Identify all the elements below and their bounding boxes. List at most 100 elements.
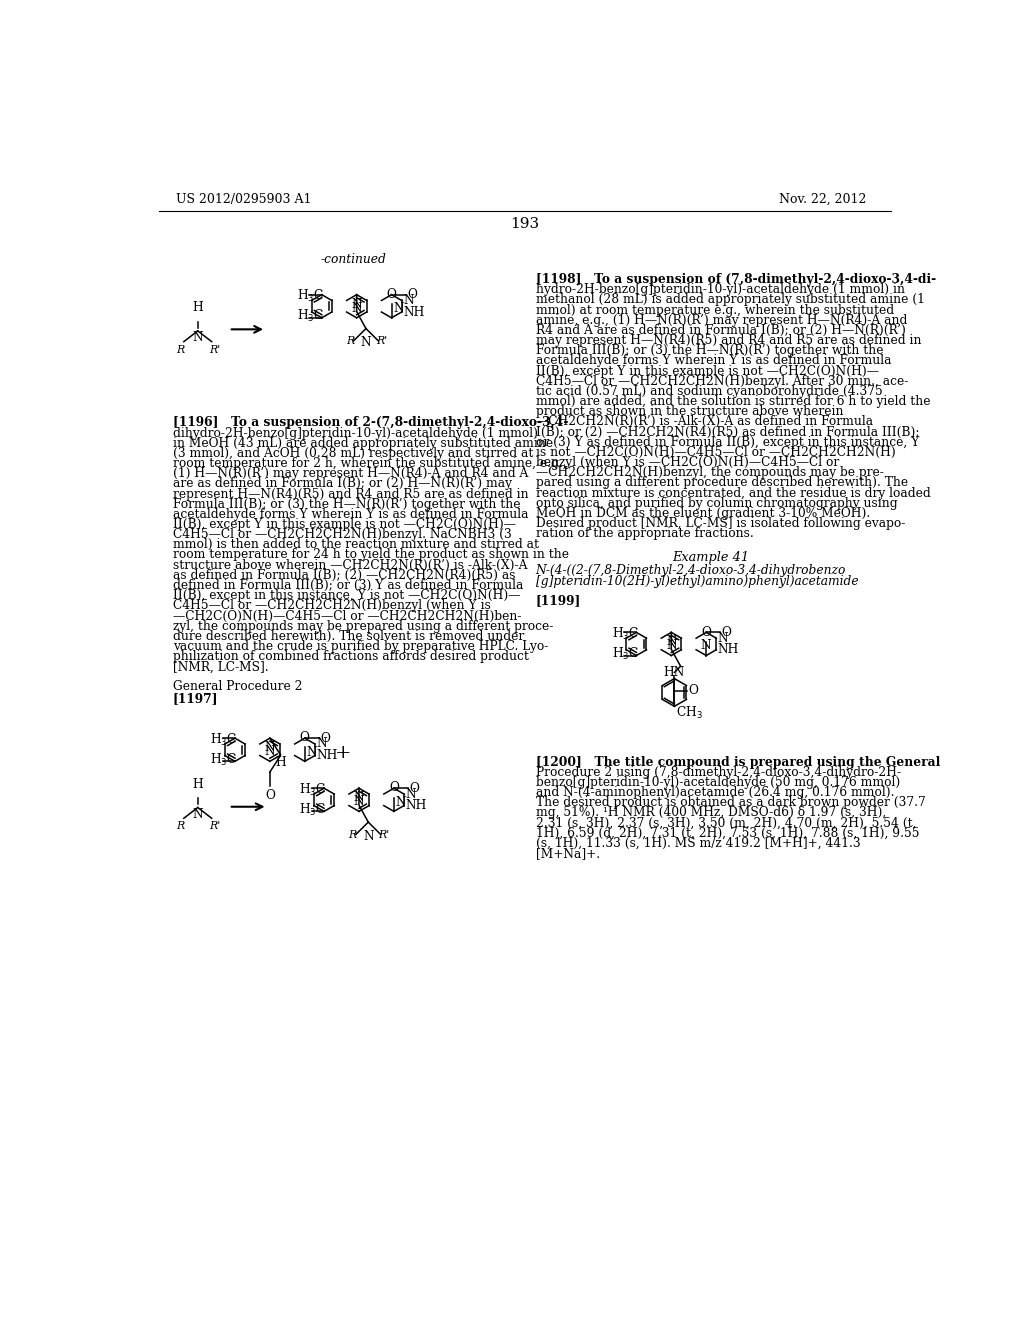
Text: O: O bbox=[321, 731, 330, 744]
Text: structure above wherein —CH2CH2N(R)(R’) is -Alk-(X)-A: structure above wherein —CH2CH2N(R)(R’) … bbox=[173, 558, 527, 572]
Text: room temperature for 2 h, wherein the substituted amine, e.g.,: room temperature for 2 h, wherein the su… bbox=[173, 457, 566, 470]
Text: pared using a different procedure described herewith). The: pared using a different procedure descri… bbox=[536, 477, 907, 490]
Text: Formula III(B); or (3) the H—N(R)(R’) together with the: Formula III(B); or (3) the H—N(R)(R’) to… bbox=[536, 345, 883, 358]
Text: The desired product is obtained as a dark brown powder (37.7: The desired product is obtained as a dar… bbox=[536, 796, 926, 809]
Text: N: N bbox=[316, 738, 327, 751]
Text: R: R bbox=[176, 821, 184, 832]
Text: 193: 193 bbox=[510, 216, 540, 231]
Text: N: N bbox=[353, 795, 365, 808]
Text: O: O bbox=[688, 685, 698, 697]
Text: is not —CH2C(O)N(H)—C4H5—Cl or —CH2CH2CH2N(H): is not —CH2C(O)N(H)—C4H5—Cl or —CH2CH2CH… bbox=[536, 446, 895, 459]
Text: 1H), 6.59 (d, 2H), 7.31 (t, 2H), 7.53 (s, 1H), 7.88 (s, 1H), 9.55: 1H), 6.59 (d, 2H), 7.31 (t, 2H), 7.53 (s… bbox=[536, 826, 920, 840]
Text: [1198]   To a suspension of (7,8-dimethyl-2,4-dioxo-3,4-di-: [1198] To a suspension of (7,8-dimethyl-… bbox=[536, 273, 936, 286]
Text: O: O bbox=[300, 731, 309, 744]
Text: amine, e.g., (1) H—N(R)(R’) may represent H—N(R4)-A and: amine, e.g., (1) H—N(R)(R’) may represen… bbox=[536, 314, 907, 327]
Text: O: O bbox=[408, 288, 417, 301]
Text: R': R' bbox=[378, 829, 389, 840]
Text: H$_3$C: H$_3$C bbox=[299, 781, 327, 797]
Text: US 2012/0295903 A1: US 2012/0295903 A1 bbox=[176, 193, 311, 206]
Text: —CH2CH2CH2N(H)benzyl, the compounds may be pre-: —CH2CH2CH2N(H)benzyl, the compounds may … bbox=[536, 466, 884, 479]
Text: —CH2CH2N(R)(R’) is -Alk-(X)-A as defined in Formula: —CH2CH2N(R)(R’) is -Alk-(X)-A as defined… bbox=[536, 416, 872, 429]
Text: II(B), except in this instance, Y is not —CH2C(O)N(H)—: II(B), except in this instance, Y is not… bbox=[173, 589, 520, 602]
Text: or (3) Y as defined in Formula II(B), except in this instance, Y: or (3) Y as defined in Formula II(B), ex… bbox=[536, 436, 919, 449]
Text: mmol) at room temperature e.g., wherein the substituted: mmol) at room temperature e.g., wherein … bbox=[536, 304, 894, 317]
Text: benzo[g]pteridin-10-yl)-acetaldehyde (50 mg, 0.176 mmol): benzo[g]pteridin-10-yl)-acetaldehyde (50… bbox=[536, 776, 900, 789]
Text: (s, 1H), 11.33 (s, 1H). MS m/z 419.2 [M+H]+, 441.3: (s, 1H), 11.33 (s, 1H). MS m/z 419.2 [M+… bbox=[536, 837, 860, 850]
Text: represent H—N(R4)(R5) and R4 and R5 are as defined in: represent H—N(R4)(R5) and R4 and R5 are … bbox=[173, 487, 528, 500]
Text: mg, 51%). ¹H NMR (400 MHz, DMSO-d6) δ 1.97 (s, 3H),: mg, 51%). ¹H NMR (400 MHz, DMSO-d6) δ 1.… bbox=[536, 807, 886, 820]
Text: I(B); or (2) —CH2CH2N(R4)(R5) as defined in Formula III(B);: I(B); or (2) —CH2CH2N(R4)(R5) as defined… bbox=[536, 425, 920, 438]
Text: dihydro-2H-benzo[g]pteridin-10-yl)-acetaldehyde (1 mmol): dihydro-2H-benzo[g]pteridin-10-yl)-aceta… bbox=[173, 426, 538, 440]
Text: H$_3$C: H$_3$C bbox=[210, 751, 238, 768]
Text: C4H5—Cl or —CH2CH2CH2N(H)benzyl. NaCNBH3 (3: C4H5—Cl or —CH2CH2CH2N(H)benzyl. NaCNBH3… bbox=[173, 528, 512, 541]
Text: H: H bbox=[193, 301, 203, 314]
Text: II(B), except Y in this example is not —CH2C(O)N(H)—: II(B), except Y in this example is not —… bbox=[536, 364, 879, 378]
Text: Formula III(B); or (3) the H—N(R)(R’) together with the: Formula III(B); or (3) the H—N(R)(R’) to… bbox=[173, 498, 520, 511]
Text: N: N bbox=[193, 331, 203, 345]
Text: acetaldehyde forms Y wherein Y is as defined in Formula: acetaldehyde forms Y wherein Y is as def… bbox=[173, 508, 528, 521]
Text: R': R' bbox=[376, 337, 387, 346]
Text: N: N bbox=[353, 791, 365, 804]
Text: N: N bbox=[403, 294, 414, 308]
Text: N: N bbox=[351, 302, 361, 314]
Text: O: O bbox=[701, 626, 711, 639]
Text: Procedure 2 using (7,8-dimethyl-2,4-dioxo-3,4-dihydro-2H-: Procedure 2 using (7,8-dimethyl-2,4-diox… bbox=[536, 766, 901, 779]
Text: [1199]: [1199] bbox=[536, 594, 581, 607]
Text: H$_3$C: H$_3$C bbox=[297, 308, 325, 325]
Text: —CH2C(O)N(H)—C4H5—Cl or —CH2CH2CH2N(H)ben-: —CH2C(O)N(H)—C4H5—Cl or —CH2CH2CH2N(H)be… bbox=[173, 610, 521, 623]
Text: C4H5—Cl or —CH2CH2CH2N(H)benzyl. After 30 min., ace-: C4H5—Cl or —CH2CH2CH2N(H)benzyl. After 3… bbox=[536, 375, 908, 388]
Text: NH: NH bbox=[406, 799, 427, 812]
Text: CH$_3$: CH$_3$ bbox=[676, 705, 702, 721]
Text: H$_3$C: H$_3$C bbox=[611, 645, 639, 663]
Text: R4 and A are as defined in Formula I(B); or (2) H—N(R)(R’): R4 and A are as defined in Formula I(B);… bbox=[536, 323, 905, 337]
Text: O: O bbox=[389, 781, 398, 795]
Text: zyl, the compounds may be prepared using a different proce-: zyl, the compounds may be prepared using… bbox=[173, 619, 553, 632]
Text: vacuum and the crude is purified by preparative HPLC. Lyo-: vacuum and the crude is purified by prep… bbox=[173, 640, 548, 653]
Text: and N-(4-aminophenyl)acetamide (26.4 mg, 0.176 mmol).: and N-(4-aminophenyl)acetamide (26.4 mg,… bbox=[536, 787, 894, 799]
Text: NH: NH bbox=[718, 643, 739, 656]
Text: Desired product [NMR, LC-MS] is isolated following evapo-: Desired product [NMR, LC-MS] is isolated… bbox=[536, 517, 905, 531]
Text: N-(4-((2-(7,8-Dimethyl-2,4-dioxo-3,4-dihydrobenzo: N-(4-((2-(7,8-Dimethyl-2,4-dioxo-3,4-dih… bbox=[536, 565, 846, 577]
Text: N: N bbox=[393, 302, 403, 315]
Text: N: N bbox=[362, 830, 374, 843]
Text: H$_3$C: H$_3$C bbox=[611, 626, 639, 642]
Text: H: H bbox=[193, 777, 203, 791]
Text: N: N bbox=[360, 337, 372, 350]
Text: NH: NH bbox=[403, 305, 425, 318]
Text: (3 mmol), and AcOH (0.28 mL) respectively and stirred at: (3 mmol), and AcOH (0.28 mL) respectivel… bbox=[173, 447, 534, 459]
Text: HN: HN bbox=[664, 667, 685, 678]
Text: [1197]: [1197] bbox=[173, 692, 218, 705]
Text: N: N bbox=[306, 746, 316, 759]
Text: room temperature for 24 h to yield the product as shown in the: room temperature for 24 h to yield the p… bbox=[173, 549, 569, 561]
Text: General Procedure 2: General Procedure 2 bbox=[173, 680, 302, 693]
Text: tic acid (0.57 mL) and sodium cyanoborohydride (4.375: tic acid (0.57 mL) and sodium cyanoboroh… bbox=[536, 385, 883, 397]
Text: H$_3$C: H$_3$C bbox=[210, 731, 238, 748]
Text: N: N bbox=[193, 808, 203, 821]
Text: [NMR, LC-MS].: [NMR, LC-MS]. bbox=[173, 660, 268, 673]
Text: ration of the appropriate fractions.: ration of the appropriate fractions. bbox=[536, 527, 754, 540]
Text: MeOH in DCM as the eluent (gradient 3-10% MeOH).: MeOH in DCM as the eluent (gradient 3-10… bbox=[536, 507, 870, 520]
Text: II(B), except Y in this example is not —CH2C(O)N(H)—: II(B), except Y in this example is not —… bbox=[173, 517, 516, 531]
Text: O: O bbox=[722, 626, 731, 639]
Text: mmol) is then added to the reaction mixture and stirred at: mmol) is then added to the reaction mixt… bbox=[173, 539, 539, 552]
Text: N: N bbox=[264, 746, 275, 758]
Text: in MeOH (43 mL) are added appropriately substituted amine: in MeOH (43 mL) are added appropriately … bbox=[173, 437, 553, 450]
Text: R: R bbox=[176, 345, 184, 355]
Text: N: N bbox=[406, 788, 416, 800]
Text: Nov. 22, 2012: Nov. 22, 2012 bbox=[779, 193, 866, 206]
Text: [1196]   To a suspension of 2-(7,8-dimethyl-2,4-dioxo-3,4-: [1196] To a suspension of 2-(7,8-dimethy… bbox=[173, 416, 568, 429]
Text: onto silica, and purified by column chromatography using: onto silica, and purified by column chro… bbox=[536, 496, 897, 510]
Text: C4H5—Cl or —CH2CH2CH2N(H)benzyl (when Y is: C4H5—Cl or —CH2CH2CH2N(H)benzyl (when Y … bbox=[173, 599, 490, 612]
Text: reaction mixture is concentrated, and the residue is dry loaded: reaction mixture is concentrated, and th… bbox=[536, 487, 931, 499]
Text: +: + bbox=[335, 744, 351, 762]
Text: N: N bbox=[666, 639, 677, 652]
Text: 2.31 (s, 3H), 2.37 (s, 3H), 3.50 (m, 2H), 4.70 (m, 2H), 5.54 (t,: 2.31 (s, 3H), 2.37 (s, 3H), 3.50 (m, 2H)… bbox=[536, 817, 916, 829]
Text: (1) H—N(R)(R’) may represent H—N(R4)-A and R4 and A: (1) H—N(R)(R’) may represent H—N(R4)-A a… bbox=[173, 467, 528, 480]
Text: may represent H—N(R4)(R5) and R4 and R5 are as defined in: may represent H—N(R4)(R5) and R4 and R5 … bbox=[536, 334, 922, 347]
Text: O: O bbox=[410, 781, 419, 795]
Text: dure described herewith). The solvent is removed under: dure described herewith). The solvent is… bbox=[173, 630, 524, 643]
Text: H$_3$C: H$_3$C bbox=[297, 288, 325, 305]
Text: -continued: -continued bbox=[321, 253, 386, 267]
Text: N: N bbox=[395, 796, 407, 809]
Text: NH: NH bbox=[316, 748, 338, 762]
